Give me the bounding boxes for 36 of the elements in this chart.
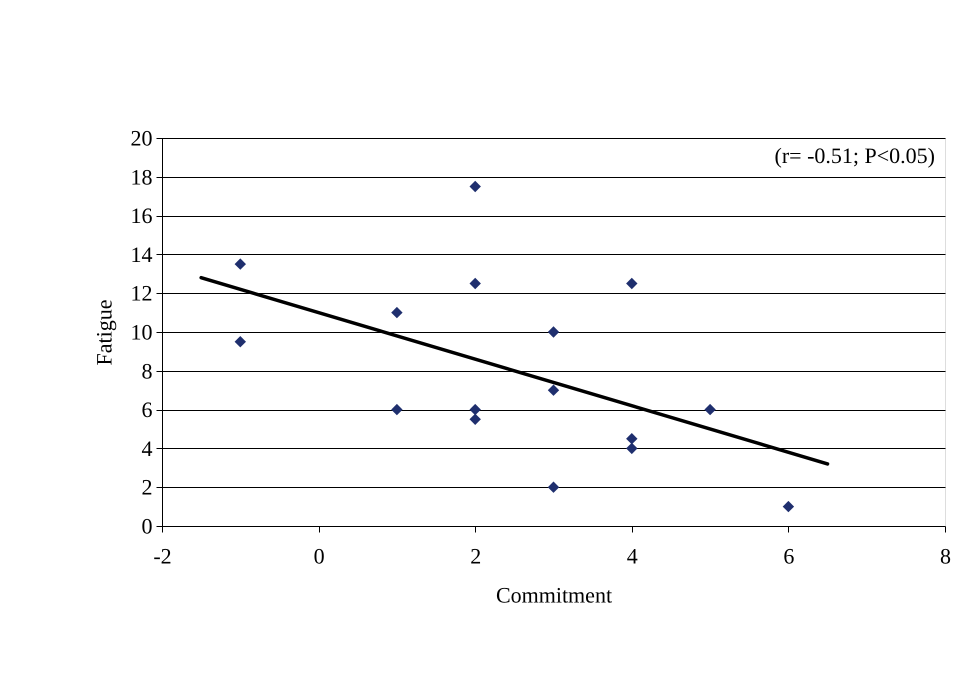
x-tick-label: 6 xyxy=(783,544,794,568)
point xyxy=(782,500,794,512)
y-tick-label: 14 xyxy=(130,242,152,267)
x-tick-label: 0 xyxy=(314,544,325,568)
y-tick-label: 6 xyxy=(142,397,152,422)
x-axis-title: Commitment xyxy=(496,582,612,608)
point xyxy=(704,404,716,416)
point xyxy=(391,306,403,318)
y-tick-label: 18 xyxy=(130,164,152,190)
y-tick-label: 2 xyxy=(142,474,152,500)
point xyxy=(470,278,481,290)
point xyxy=(234,258,246,270)
x-tick-label: 8 xyxy=(940,544,951,568)
y-tick-label: 16 xyxy=(130,203,152,228)
point xyxy=(548,326,560,338)
point xyxy=(470,414,481,425)
x-tick-label: 2 xyxy=(470,544,482,568)
point xyxy=(548,482,560,493)
point xyxy=(626,442,638,454)
y-tick-label: 4 xyxy=(142,436,152,461)
x-tick-label: -2 xyxy=(153,544,172,568)
annotation: (r= -0.51; P<0.05) xyxy=(774,143,935,168)
y-tick-label: 12 xyxy=(130,280,152,306)
point xyxy=(391,404,403,416)
point xyxy=(626,433,638,444)
y-tick-label: 0 xyxy=(142,514,152,538)
y-tick-label: 20 xyxy=(130,126,152,150)
y-axis-title: Fatigue xyxy=(92,300,116,366)
x-tick-label: 4 xyxy=(626,544,638,568)
point xyxy=(470,404,481,416)
y-tick-label: 8 xyxy=(142,358,152,384)
point xyxy=(234,336,246,348)
point xyxy=(470,180,481,192)
point xyxy=(548,384,560,396)
y-tick-label: 10 xyxy=(130,320,152,344)
point xyxy=(626,278,638,290)
